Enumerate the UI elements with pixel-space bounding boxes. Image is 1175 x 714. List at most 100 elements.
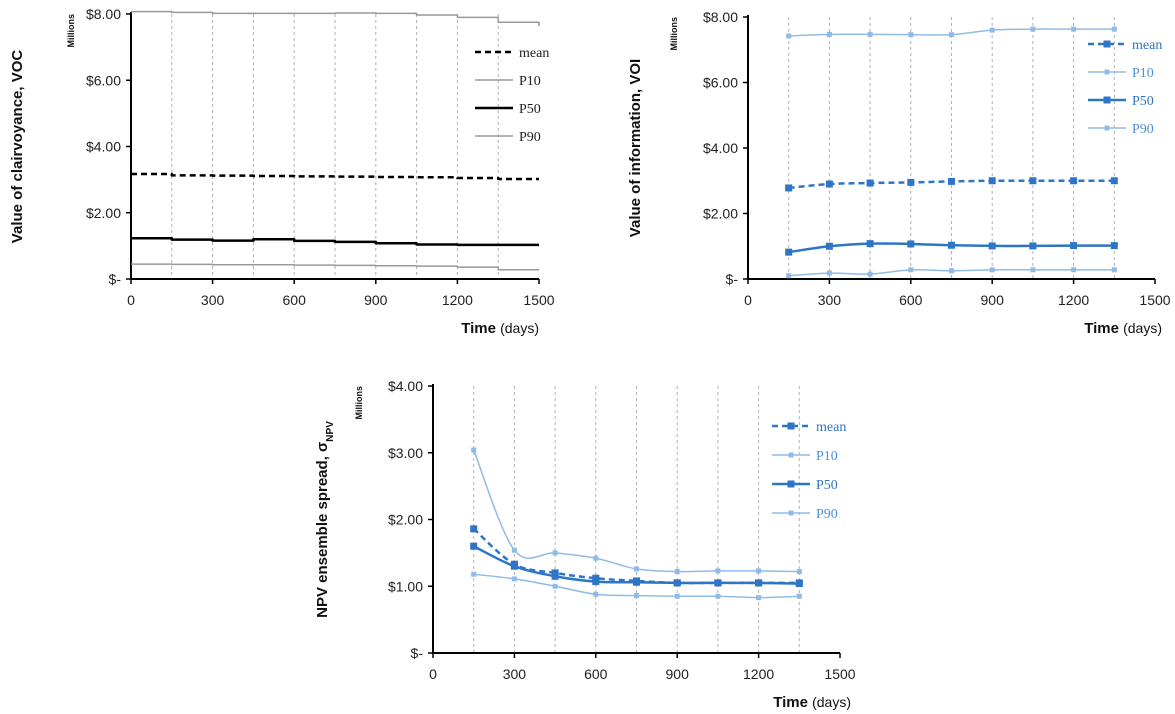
x-tick-label: 1500 [523, 292, 554, 308]
data-point [1029, 177, 1037, 185]
units-label: Millions [354, 386, 364, 420]
series-p90 [471, 447, 802, 575]
y-axis-title: Value of clairvoyance, VOC [9, 50, 26, 244]
x-axis-unit: (days) [500, 320, 539, 336]
legend-marker [1104, 125, 1110, 131]
series-line [131, 10, 540, 27]
x-tick-label: 0 [127, 292, 135, 308]
series-p10 [471, 571, 802, 601]
x-axis-title: Time (days) [461, 320, 539, 337]
data-point [633, 578, 640, 586]
x-tick-label: 1200 [743, 666, 774, 682]
legend-label: P50 [1132, 94, 1154, 109]
chart-voi: $- $2.00 $4.00 $6.00 $8.00 0 300 600 900 1200 1500… [627, 9, 1171, 337]
data-point [1110, 177, 1118, 185]
data-point [756, 568, 762, 574]
data-point [989, 267, 995, 273]
y-tick-label: $- [109, 271, 122, 287]
series-p50 [470, 542, 803, 588]
legend-label: P90 [519, 130, 541, 145]
data-point [511, 576, 517, 582]
data-point [755, 579, 763, 587]
legend-label: mean [1132, 38, 1162, 53]
x-axis-unit: (days) [1123, 320, 1162, 336]
legend: mean P10 P50 P90 [1088, 38, 1162, 137]
data-point [796, 593, 802, 599]
data-point [551, 572, 559, 580]
data-point [867, 31, 873, 37]
x-axis-title: Time (days) [773, 694, 851, 711]
data-point [634, 593, 639, 599]
data-point [796, 569, 802, 575]
x-tick-label: 600 [283, 292, 307, 308]
series-line [131, 237, 539, 247]
data-point [552, 550, 558, 556]
legend-marker [1103, 96, 1111, 104]
data-point [825, 180, 833, 188]
legend-marker [1103, 40, 1111, 48]
y-tick-label: $8.00 [86, 6, 121, 22]
data-point [715, 593, 721, 599]
data-point [948, 177, 955, 185]
units-label: Millions [669, 17, 679, 51]
data-point [471, 447, 477, 453]
x-axis-unit: (days) [812, 694, 851, 710]
series-p10 [131, 263, 539, 271]
data-point [907, 178, 915, 186]
legend-marker [788, 452, 794, 458]
series-p50 [131, 237, 539, 247]
series-mean [785, 177, 1118, 192]
data-point [1111, 26, 1117, 32]
data-point [949, 268, 954, 274]
x-axis-title: Time (days) [1084, 320, 1162, 337]
data-point [948, 241, 955, 249]
y-tick-label: $1.00 [388, 578, 423, 594]
x-tick-label: 1500 [824, 666, 855, 682]
series-p90 [786, 26, 1117, 39]
data-point [510, 562, 518, 570]
data-point [511, 547, 517, 553]
legend-label: P90 [1132, 122, 1154, 137]
legend: mean P10 P50 P90 [475, 46, 549, 145]
series-line [131, 172, 539, 181]
series-line [473, 449, 800, 573]
data-point [866, 240, 874, 248]
units-label: Millions [66, 14, 76, 48]
data-point [785, 248, 793, 256]
data-point [989, 27, 995, 33]
data-point [866, 179, 874, 187]
data-point [1110, 242, 1118, 250]
legend-marker [787, 422, 795, 430]
series-p10 [786, 267, 1117, 279]
data-point [826, 31, 832, 37]
data-point [907, 240, 915, 248]
data-point [1070, 177, 1078, 185]
legend-label: P10 [1132, 66, 1154, 81]
x-tick-label: 1200 [442, 292, 473, 308]
data-point [1111, 267, 1117, 273]
x-tick-label: 600 [584, 666, 608, 682]
data-point [988, 242, 996, 250]
data-point [785, 184, 793, 192]
series-p50 [785, 240, 1118, 256]
data-point [795, 580, 803, 588]
y-axis-title: Value of information, VOI [627, 59, 644, 237]
data-point [674, 593, 680, 599]
data-point [593, 591, 599, 597]
x-tick-label: 0 [744, 292, 752, 308]
y-tick-label: $2.00 [86, 205, 121, 221]
legend-label: P50 [816, 478, 838, 493]
data-point [471, 571, 477, 577]
legend-label: P10 [519, 74, 541, 89]
y-tick-label: $4.00 [86, 139, 121, 155]
legend-label: mean [519, 46, 549, 61]
series-line [131, 263, 539, 271]
x-tick-label: 0 [429, 666, 437, 682]
legend-label: P50 [519, 102, 541, 117]
y-tick-label: $- [411, 645, 424, 661]
x-tick-label: 300 [818, 292, 842, 308]
data-point [949, 32, 954, 38]
x-tick-label: 1500 [1139, 292, 1170, 308]
data-point [908, 32, 914, 38]
